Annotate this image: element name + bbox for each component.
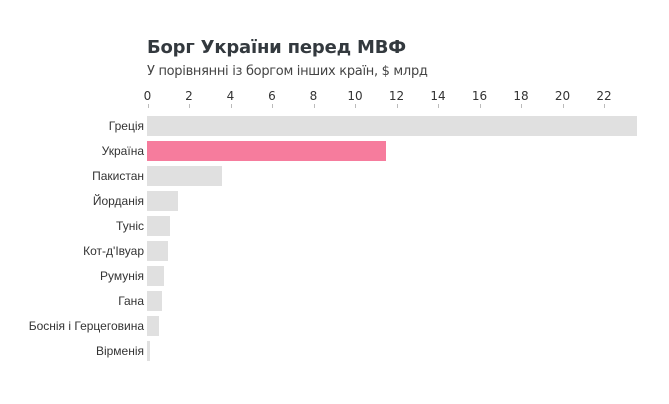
chart-title: Борг України перед МВФ <box>147 37 406 58</box>
category-label: Пакистан <box>92 169 144 183</box>
x-tick-mark <box>148 104 149 108</box>
x-tick-label: 4 <box>226 89 235 103</box>
category-label: Румунія <box>99 269 144 283</box>
x-tick-label: 12 <box>388 89 405 103</box>
x-tick-mark <box>314 104 315 108</box>
x-tick-label: 16 <box>471 89 488 103</box>
x-tick-mark <box>397 104 398 108</box>
bar-highlighted <box>147 141 386 161</box>
bar <box>147 266 164 286</box>
x-tick-label: 8 <box>309 89 318 103</box>
x-tick-mark <box>355 104 356 108</box>
bar <box>147 116 637 136</box>
category-label: Гана <box>118 294 144 308</box>
x-tick-mark <box>563 104 564 108</box>
bar <box>147 191 179 211</box>
category-label: Боснія і Герцеговина <box>28 319 144 333</box>
x-tick-label: 22 <box>596 89 612 103</box>
x-tick-mark <box>604 104 605 108</box>
bar <box>147 341 151 361</box>
x-tick-label: 14 <box>430 89 446 103</box>
bar <box>147 241 168 261</box>
x-tick-label: 2 <box>185 89 193 103</box>
x-tick-mark <box>189 104 190 108</box>
x-tick-label: 0 <box>143 89 152 103</box>
x-tick-label: 10 <box>347 89 363 103</box>
category-label: Греція <box>108 119 144 133</box>
chart-subtitle: У порівнянні із боргом інших країн, $ мл… <box>147 64 428 79</box>
x-tick-mark <box>521 104 522 108</box>
category-label: Вірменія <box>95 344 144 358</box>
x-tick-mark <box>231 104 232 108</box>
x-tick-label: 20 <box>554 89 571 103</box>
bar <box>147 291 162 311</box>
category-label: Йорданія <box>92 194 144 208</box>
x-tick-mark <box>480 104 481 108</box>
x-tick-mark <box>272 104 273 108</box>
x-tick-mark <box>438 104 439 108</box>
category-label: Україна <box>101 144 144 158</box>
bar <box>147 216 170 236</box>
bar <box>147 316 160 336</box>
x-tick-label: 6 <box>268 89 276 103</box>
bar <box>147 166 222 186</box>
x-tick-label: 18 <box>513 89 529 103</box>
category-label: Туніс <box>116 219 144 233</box>
category-label: Кот-д'Івуар <box>83 244 144 258</box>
